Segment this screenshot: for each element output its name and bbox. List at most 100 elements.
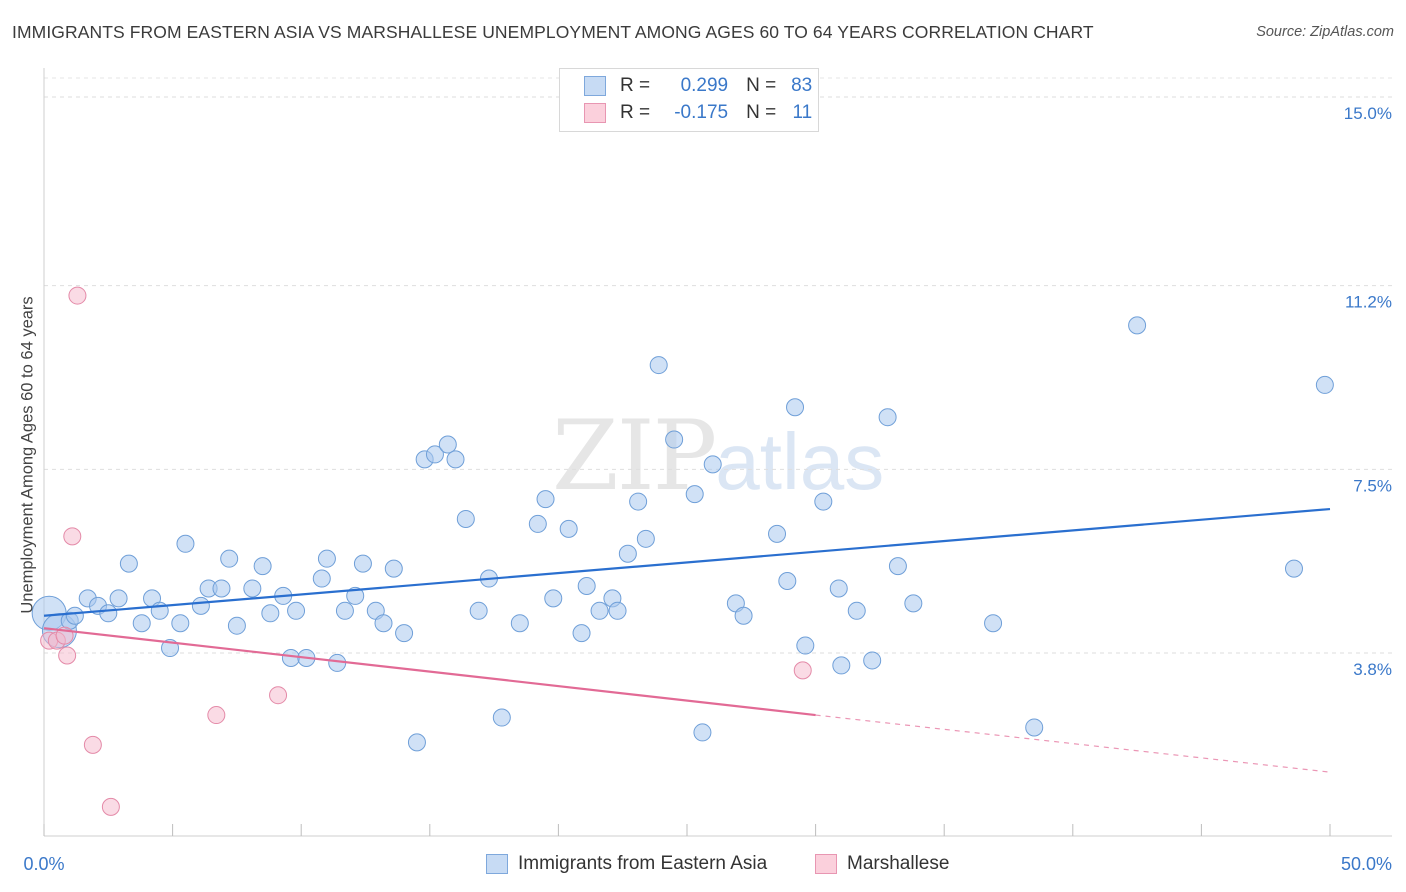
point-eastern-asia — [261, 604, 280, 623]
point-eastern-asia — [888, 557, 907, 576]
trend-line-marshallese — [43, 627, 816, 717]
point-eastern-asia — [109, 589, 128, 608]
point-eastern-asia — [446, 450, 465, 469]
point-eastern-asia — [492, 708, 511, 727]
legend-n-value: 11 — [792, 102, 813, 123]
point-eastern-asia — [384, 559, 403, 578]
point-eastern-asia — [374, 614, 393, 633]
point-eastern-asia — [395, 624, 414, 643]
point-eastern-asia — [904, 594, 923, 613]
point-eastern-asia — [1315, 375, 1334, 394]
source-label: Source: ZipAtlas.com — [1256, 24, 1394, 40]
point-eastern-asia — [469, 601, 488, 620]
chart-title: IMMIGRANTS FROM EASTERN ASIA VS MARSHALL… — [12, 22, 1094, 42]
point-eastern-asia — [829, 579, 848, 598]
point-eastern-asia — [778, 572, 797, 591]
point-eastern-asia — [281, 648, 300, 667]
point-eastern-asia — [346, 586, 365, 605]
series-name-eastern-asia: Immigrants from Eastern Asia — [518, 853, 768, 874]
point-eastern-asia — [171, 614, 190, 633]
point-eastern-asia — [287, 601, 306, 620]
point-eastern-asia — [438, 435, 457, 454]
point-eastern-asia — [629, 492, 648, 511]
legend-row-eastern-asia: R = 0.299 N = 83 — [584, 73, 812, 99]
point-eastern-asia — [536, 490, 555, 509]
legend-n-value: 83 — [791, 75, 813, 96]
x-tick-label-min: 0.0% — [23, 854, 64, 874]
y-tick-label: 3.8% — [1353, 660, 1392, 679]
y-axis-label: Unemployment Among Ages 60 to 64 years — [18, 296, 37, 614]
point-eastern-asia — [132, 614, 151, 633]
point-eastern-asia — [665, 430, 684, 449]
series-swatch-eastern-asia — [486, 854, 508, 874]
y-tick-label: 7.5% — [1353, 476, 1392, 495]
point-eastern-asia — [544, 589, 563, 608]
point-eastern-asia — [407, 733, 426, 752]
point-eastern-asia — [312, 569, 331, 588]
point-eastern-asia — [317, 549, 336, 568]
point-eastern-asia — [99, 604, 118, 623]
point-eastern-asia — [243, 579, 262, 598]
point-eastern-asia — [847, 601, 866, 620]
point-marshallese — [63, 527, 82, 546]
series-name-marshallese: Marshallese — [847, 853, 950, 874]
legend-r-value: 0.299 — [680, 75, 729, 96]
trend-line-extension-marshallese — [815, 714, 1331, 773]
point-eastern-asia — [734, 606, 753, 625]
point-eastern-asia — [577, 576, 596, 595]
series-swatch-marshallese — [815, 854, 837, 874]
point-eastern-asia — [191, 596, 210, 615]
point-eastern-asia — [768, 524, 787, 543]
point-eastern-asia — [1025, 718, 1044, 737]
point-eastern-asia — [703, 455, 722, 474]
point-eastern-asia — [1128, 316, 1147, 335]
point-eastern-asia — [456, 509, 475, 528]
point-marshallese — [207, 706, 226, 725]
point-eastern-asia — [425, 445, 444, 464]
y-tick-label: 15.0% — [1344, 104, 1392, 123]
legend-r-label: R = — [620, 102, 651, 123]
point-eastern-asia — [510, 614, 529, 633]
point-eastern-asia — [65, 606, 84, 625]
point-eastern-asia — [984, 614, 1003, 633]
series-legend-eastern-asia: Immigrants from Eastern Asia — [486, 850, 767, 878]
point-eastern-asia — [212, 579, 231, 598]
legend-row-marshallese: R = -0.175 N = 11 — [584, 100, 812, 126]
point-eastern-asia — [878, 408, 897, 427]
point-eastern-asia — [685, 485, 704, 504]
legend-swatch-marshallese — [584, 103, 606, 123]
point-eastern-asia — [335, 601, 354, 620]
point-eastern-asia — [119, 554, 138, 573]
point-eastern-asia — [528, 514, 547, 533]
point-eastern-asia — [590, 601, 609, 620]
series-legend-marshallese: Marshallese — [815, 850, 949, 878]
point-eastern-asia — [220, 549, 239, 568]
point-eastern-asia — [618, 544, 637, 563]
point-eastern-asia — [693, 723, 712, 742]
point-eastern-asia — [353, 554, 372, 573]
legend-n-label: N = — [746, 75, 777, 96]
point-eastern-asia — [227, 616, 246, 635]
legend-swatch-eastern-asia — [584, 76, 606, 96]
point-eastern-asia — [176, 534, 195, 553]
point-eastern-asia — [649, 356, 668, 375]
legend-r-label: R = — [620, 75, 651, 96]
point-eastern-asia — [832, 656, 851, 675]
point-marshallese — [83, 735, 102, 754]
point-marshallese — [101, 797, 120, 816]
point-marshallese — [68, 286, 87, 305]
trend-line-eastern-asia — [43, 507, 1331, 617]
point-eastern-asia — [572, 624, 591, 643]
point-eastern-asia — [796, 636, 815, 655]
point-eastern-asia — [786, 398, 805, 417]
point-eastern-asia — [1284, 559, 1303, 578]
point-eastern-asia — [814, 492, 833, 511]
y-tick-label: 11.2% — [1345, 293, 1392, 312]
legend-n-label: N = — [746, 102, 777, 123]
point-eastern-asia — [636, 529, 655, 548]
point-eastern-asia — [253, 557, 272, 576]
point-eastern-asia — [608, 601, 627, 620]
point-eastern-asia — [863, 651, 882, 670]
watermark-atlas: atlas — [715, 417, 885, 506]
